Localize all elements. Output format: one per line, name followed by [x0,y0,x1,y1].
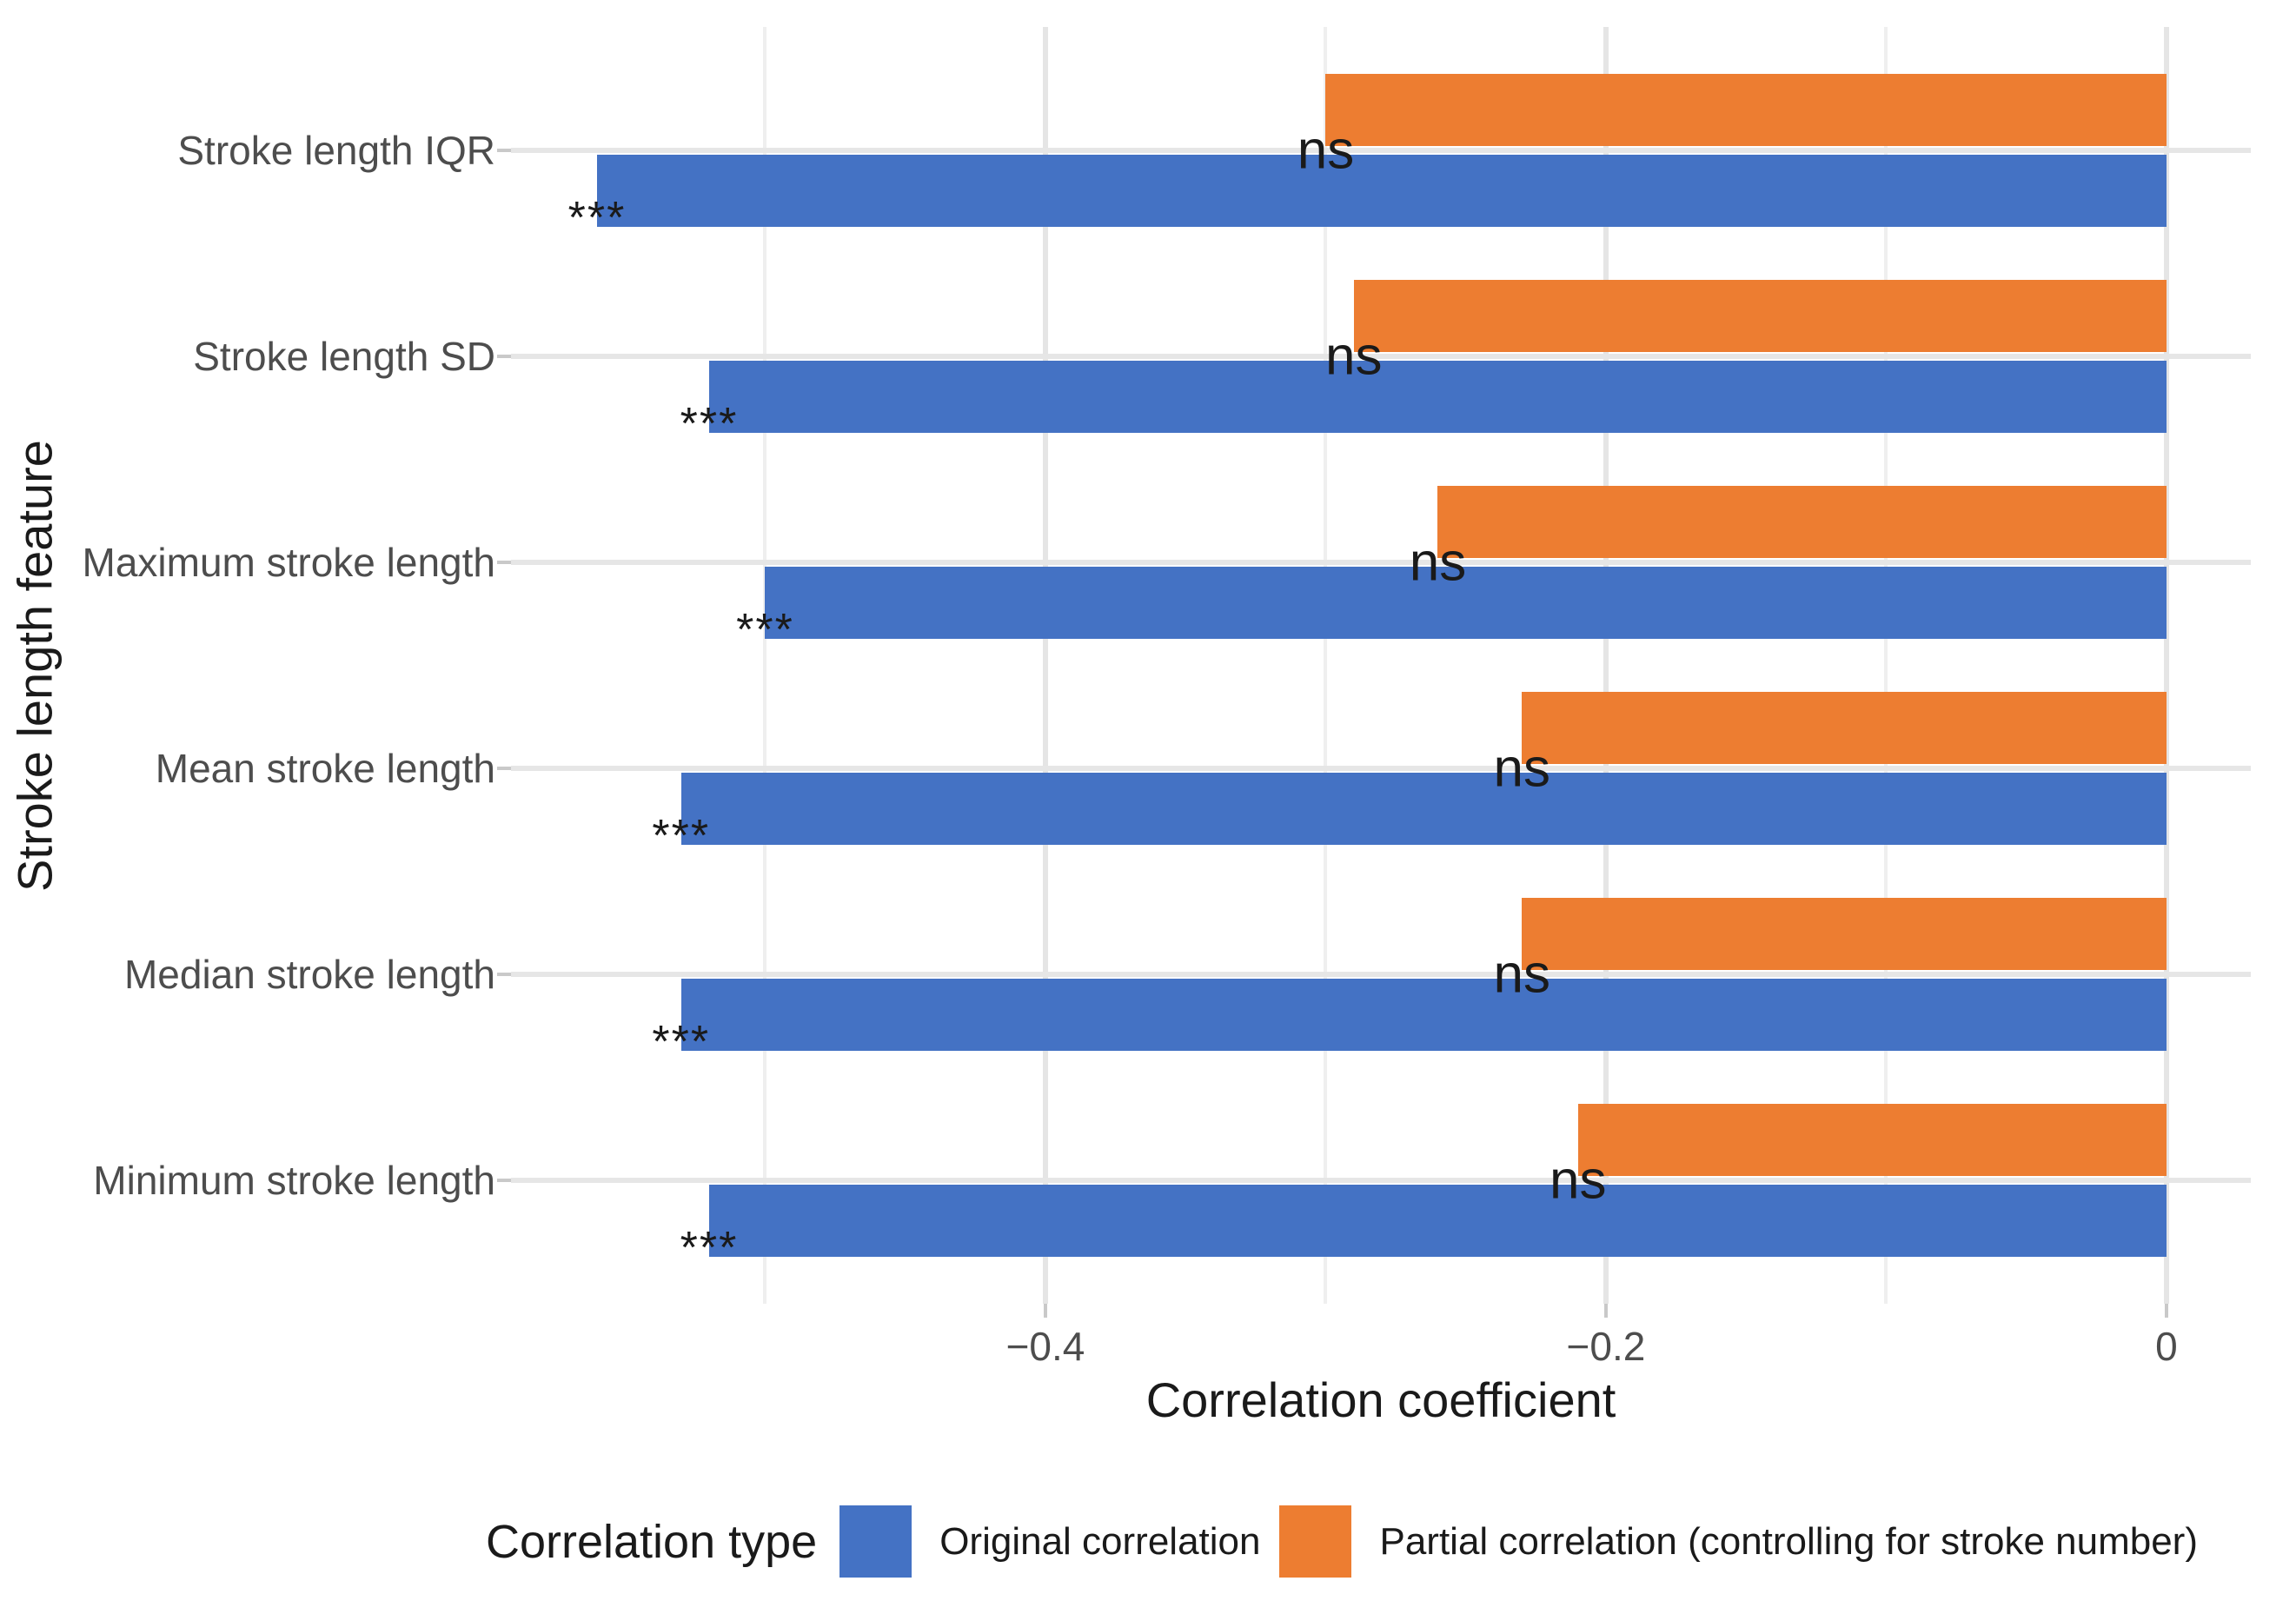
significance-label-partial: ns [1493,944,1550,1005]
y-category-label: Stroke length IQR [177,128,495,173]
significance-label-original: *** [736,605,794,655]
legend-label-partial: Partial correlation (controlling for str… [1379,1519,2198,1563]
legend-swatch-original [839,1505,912,1578]
bar-partial-correlation [1325,74,2167,146]
gridline-major [2163,27,2169,1304]
legend-title: Correlation type [486,1515,818,1568]
gridline-category [511,1178,2251,1183]
x-axis-tick [1043,1304,1047,1318]
y-axis-tick [497,561,511,564]
legend-item-partial: Partial correlation (controlling for str… [1279,1505,2198,1578]
gridline-minor [1324,27,1328,1304]
legend: Correlation type Original correlation Pa… [486,1505,2217,1578]
significance-label-partial: ns [1549,1150,1607,1211]
y-category-label: Median stroke length [123,952,495,997]
bar-original-correlation [597,155,2167,227]
y-axis-tick [497,1179,511,1182]
gridline-major [1042,27,1048,1304]
significance-label-original: *** [680,1223,739,1273]
significance-label-original: *** [567,193,627,243]
bar-original-correlation [708,1185,2167,1257]
bar-partial-correlation [1353,280,2167,352]
bar-original-correlation [708,361,2167,433]
y-axis-tick [497,973,511,976]
bar-partial-correlation [1437,486,2167,558]
y-category-label: Maximum stroke length [82,540,496,585]
y-category-label: Minimum stroke length [93,1158,495,1203]
significance-label-partial: ns [1409,532,1467,593]
significance-label-original: *** [680,399,739,449]
gridline-minor [1884,27,1888,1304]
bar-original-correlation [765,567,2167,639]
bar-partial-correlation [1522,898,2167,970]
legend-item-original: Original correlation [839,1505,1260,1578]
x-tick-label: −0.2 [1566,1324,1646,1369]
bar-original-correlation [680,979,2167,1051]
gridline-category [511,766,2251,771]
bar-partial-correlation [1577,1104,2167,1176]
legend-label-original: Original correlation [939,1519,1261,1563]
y-category-label: Stroke length SD [193,334,495,379]
y-category-label: Mean stroke length [155,746,495,791]
gridline-minor [763,27,767,1304]
significance-label-partial: ns [1297,120,1355,181]
y-axis-tick [497,149,511,152]
legend-swatch-partial [1279,1505,1352,1578]
gridline-category [511,354,2251,359]
gridline-category [511,148,2251,153]
significance-label-partial: ns [1324,326,1383,387]
x-axis-tick [2164,1304,2168,1318]
y-axis-tick [497,355,511,358]
x-tick-label: −0.4 [1005,1324,1085,1369]
significance-label-original: *** [652,1017,711,1067]
bar-partial-correlation [1522,692,2167,764]
significance-label-original: *** [652,811,711,861]
gridline-category [511,560,2251,565]
y-axis-tick [497,767,511,770]
x-axis-title: Correlation coefficient [1145,1372,1616,1427]
x-axis-tick [1603,1304,1608,1318]
gridline-major [1603,27,1609,1304]
bar-original-correlation [680,773,2167,845]
significance-label-partial: ns [1493,738,1550,799]
y-axis-title: Stroke length feature [7,439,63,892]
gridline-category [511,972,2251,977]
x-tick-label: 0 [2155,1324,2178,1369]
